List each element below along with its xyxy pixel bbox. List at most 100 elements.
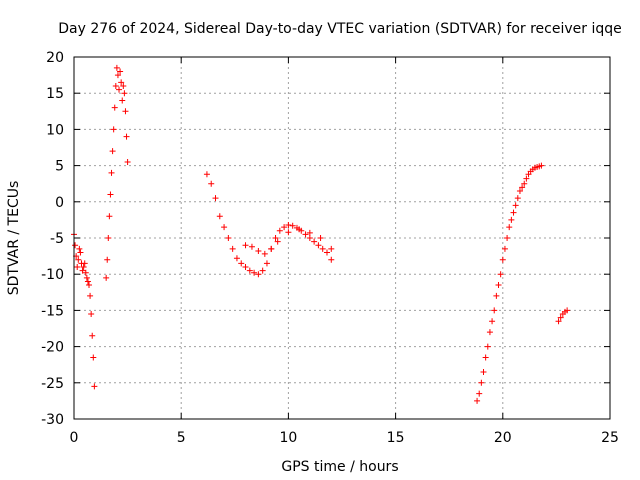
- y-tick-label: -5: [50, 231, 64, 247]
- data-point: [306, 235, 313, 241]
- data-point: [83, 274, 90, 281]
- data-point: [508, 216, 515, 223]
- data-point: [238, 260, 245, 267]
- data-point: [512, 202, 519, 209]
- data-point: [109, 148, 116, 155]
- data-point: [328, 245, 335, 252]
- data-points: [71, 64, 571, 404]
- data-point: [564, 307, 571, 314]
- data-point: [501, 245, 508, 252]
- data-point: [86, 282, 93, 289]
- data-point: [521, 180, 528, 187]
- ticks: 0 5 10 15 20 25 -30 -25 -20 -15 -10 -5 0 5 10 15 20: [41, 50, 619, 446]
- data-point: [91, 383, 98, 390]
- x-tick-label: 0: [70, 430, 79, 446]
- series-segment-3: [203, 171, 335, 278]
- y-tick-label: -25: [41, 376, 64, 392]
- data-point: [116, 86, 123, 93]
- data-point: [276, 227, 283, 234]
- series-segment-5: [555, 307, 571, 325]
- data-point: [484, 343, 491, 350]
- data-point: [208, 180, 215, 187]
- data-point: [108, 169, 115, 176]
- data-point: [306, 229, 313, 236]
- data-point: [90, 354, 97, 361]
- series-segment-3b: [242, 226, 335, 257]
- data-point: [272, 235, 279, 241]
- data-point: [113, 64, 120, 71]
- data-point: [491, 307, 498, 314]
- data-point: [255, 271, 262, 278]
- data-point: [111, 104, 118, 111]
- data-point: [480, 368, 487, 375]
- data-point: [504, 235, 511, 241]
- data-point: [242, 263, 249, 270]
- data-point: [261, 250, 268, 257]
- y-tick-label: -10: [41, 267, 64, 283]
- grid: [74, 57, 610, 419]
- x-tick-label: 5: [177, 430, 186, 446]
- data-point: [478, 379, 485, 386]
- data-point: [519, 184, 526, 191]
- y-tick-label: 10: [46, 122, 64, 138]
- data-point: [112, 82, 119, 89]
- chart-title: Day 276 of 2024, Sidereal Day-to-day VTE…: [58, 21, 622, 37]
- data-point: [74, 263, 81, 270]
- data-point: [105, 235, 112, 241]
- data-point: [233, 255, 240, 262]
- data-point: [523, 175, 530, 182]
- data-point: [281, 224, 288, 231]
- data-point: [103, 274, 110, 281]
- data-point: [319, 245, 326, 252]
- data-point: [75, 256, 82, 263]
- data-point: [538, 162, 545, 169]
- data-point: [296, 226, 303, 233]
- data-point: [123, 133, 130, 140]
- data-point: [255, 248, 262, 255]
- data-point: [274, 238, 281, 245]
- y-tick-label: -30: [41, 412, 64, 428]
- data-point: [493, 292, 500, 299]
- data-point: [242, 242, 249, 249]
- data-point: [516, 187, 523, 194]
- data-point: [225, 235, 232, 241]
- data-point: [506, 224, 513, 231]
- data-point: [212, 195, 219, 202]
- data-point: [114, 72, 121, 79]
- data-point: [497, 271, 504, 278]
- data-point: [203, 171, 210, 178]
- data-point: [510, 209, 517, 216]
- data-point: [495, 282, 502, 289]
- data-point: [489, 318, 496, 325]
- y-axis-label: SDTVAR / TECUs: [6, 181, 22, 296]
- series-segment-2: [103, 64, 131, 281]
- data-point: [107, 191, 114, 198]
- data-point: [119, 97, 126, 104]
- data-point: [317, 235, 324, 241]
- data-point: [285, 221, 292, 228]
- data-point: [80, 263, 87, 270]
- data-point: [486, 329, 493, 336]
- data-point: [77, 249, 84, 256]
- data-point: [72, 242, 79, 249]
- series-segment-4: [474, 162, 545, 404]
- y-tick-label: -15: [41, 303, 64, 319]
- data-point: [221, 224, 228, 231]
- data-point: [499, 256, 506, 263]
- data-point: [121, 90, 128, 97]
- data-point: [476, 390, 483, 397]
- data-point: [89, 332, 96, 339]
- data-point: [248, 243, 255, 250]
- data-point: [474, 397, 481, 404]
- data-point: [328, 256, 335, 263]
- x-axis-label: GPS time / hours: [281, 459, 398, 475]
- data-point: [216, 213, 223, 220]
- data-point: [88, 311, 95, 318]
- data-point: [84, 278, 91, 285]
- data-point: [482, 354, 489, 361]
- series-segment-1: [71, 231, 98, 390]
- y-tick-label: 0: [55, 195, 64, 211]
- y-tick-label: 15: [46, 86, 64, 102]
- data-point: [251, 269, 258, 276]
